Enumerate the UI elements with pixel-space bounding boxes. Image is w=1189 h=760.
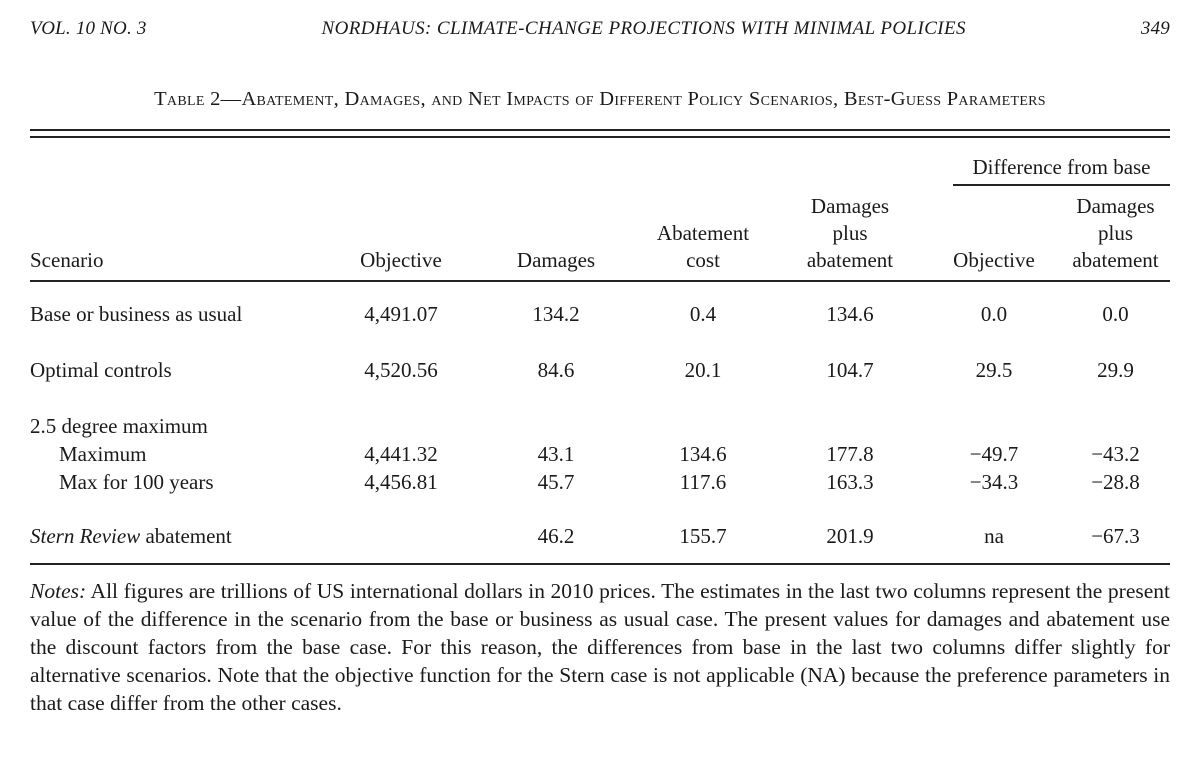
value-cell: 4,520.56 — [364, 358, 438, 382]
spanner-spacer — [30, 138, 927, 186]
volume-issue-label: VOL. 10 NO. 3 — [30, 18, 147, 39]
running-header: VOL. 10 NO. 3 NORDHAUS: CLIMATE-CHANGE P… — [30, 18, 1170, 40]
scenario-cell: Max for 100 years — [59, 470, 214, 494]
value-cell: 155.7 — [633, 496, 773, 565]
table-row: Optimal controls 4,520.56 84.6 20.1 104.… — [30, 328, 1170, 384]
scenario-cell: Stern Review abatement — [30, 496, 323, 565]
value-cell: −28.8 — [1091, 470, 1140, 494]
table-caption: Table 2—Abatement, Damages, and Net Impa… — [154, 88, 1046, 110]
notes-text: All figures are trillions of US internat… — [30, 579, 1170, 715]
column-header-objective: Objective — [323, 186, 479, 282]
value-cell — [1061, 384, 1170, 440]
table-row-group-header: 2.5 degree maximum — [30, 384, 1170, 440]
column-header-diff-damages-plus-abatement: Damages plus abatement — [1061, 186, 1170, 282]
value-cell: −49.7 — [969, 442, 1019, 466]
value-cell — [927, 384, 1061, 440]
value-cell: 29.5 — [975, 358, 1013, 382]
value-cell: 201.9 — [773, 496, 927, 565]
scenario-cell: Maximum — [59, 442, 147, 466]
value-cell: 104.7 — [826, 358, 874, 382]
value-cell: 4,491.07 — [364, 302, 438, 326]
value-cell: 163.3 — [826, 470, 874, 494]
scenario-cell: 2.5 degree maximum — [30, 414, 208, 438]
value-cell: −43.2 — [1091, 442, 1140, 466]
spanner-row: Difference from base — [30, 138, 1170, 186]
value-cell: 43.1 — [537, 442, 575, 466]
column-header-damages: Damages — [479, 186, 633, 282]
running-title: NORDHAUS: CLIMATE-CHANGE PROJECTIONS WIT… — [321, 18, 966, 39]
column-header-scenario: Scenario — [30, 186, 323, 282]
table-row: Max for 100 years 4,456.81 45.7 117.6 16… — [30, 468, 1170, 496]
scenario-cell: Optimal controls — [30, 358, 172, 382]
value-cell: 0.4 — [689, 302, 717, 326]
value-cell: 84.6 — [537, 358, 575, 382]
value-cell — [323, 496, 479, 565]
table-row: Base or business as usual 4,491.07 134.2… — [30, 281, 1170, 328]
value-cell: 4,456.81 — [364, 470, 438, 494]
value-cell: 45.7 — [537, 470, 575, 494]
column-header-diff-objective: Objective — [927, 186, 1061, 282]
table-block: Difference from base Scenario Objective … — [30, 129, 1170, 565]
spanner-label: Difference from base — [953, 154, 1170, 186]
value-cell — [479, 384, 633, 440]
scenario-cell: Base or business as usual — [30, 302, 243, 326]
table-notes: Notes: All figures are trillions of US i… — [30, 577, 1170, 717]
value-cell: 134.6 — [679, 442, 727, 466]
value-cell — [633, 384, 773, 440]
value-cell: −34.3 — [969, 470, 1019, 494]
value-cell: 134.2 — [532, 302, 580, 326]
spanner-cell: Difference from base — [927, 138, 1170, 186]
policy-scenarios-table: Difference from base Scenario Objective … — [30, 138, 1170, 565]
value-cell: 4,441.32 — [364, 442, 438, 466]
value-cell: 29.9 — [1097, 358, 1134, 382]
value-cell: 177.8 — [826, 442, 874, 466]
column-header-row: Scenario Objective Damages Abatement cos… — [30, 186, 1170, 282]
table-row: Maximum 4,441.32 43.1 134.6 177.8 −49.7 … — [30, 440, 1170, 468]
value-cell: 134.6 — [826, 302, 874, 326]
value-cell: 0.0 — [1102, 302, 1129, 326]
value-cell: 46.2 — [479, 496, 633, 565]
table-row: Stern Review abatement 46.2 155.7 201.9 … — [30, 496, 1170, 565]
table-top-double-rule — [30, 129, 1170, 138]
column-header-damages-plus-abatement: Damages plus abatement — [773, 186, 927, 282]
value-cell: 20.1 — [684, 358, 722, 382]
value-cell: 0.0 — [980, 302, 1008, 326]
column-header-abatement-cost: Abatement cost — [633, 186, 773, 282]
notes-label: Notes: — [30, 579, 87, 603]
value-cell — [323, 384, 479, 440]
value-cell: 117.6 — [679, 470, 727, 494]
page-number: 349 — [1140, 18, 1170, 39]
value-cell: −67.3 — [1061, 496, 1170, 565]
value-cell — [773, 384, 927, 440]
value-cell: na — [927, 496, 1061, 565]
